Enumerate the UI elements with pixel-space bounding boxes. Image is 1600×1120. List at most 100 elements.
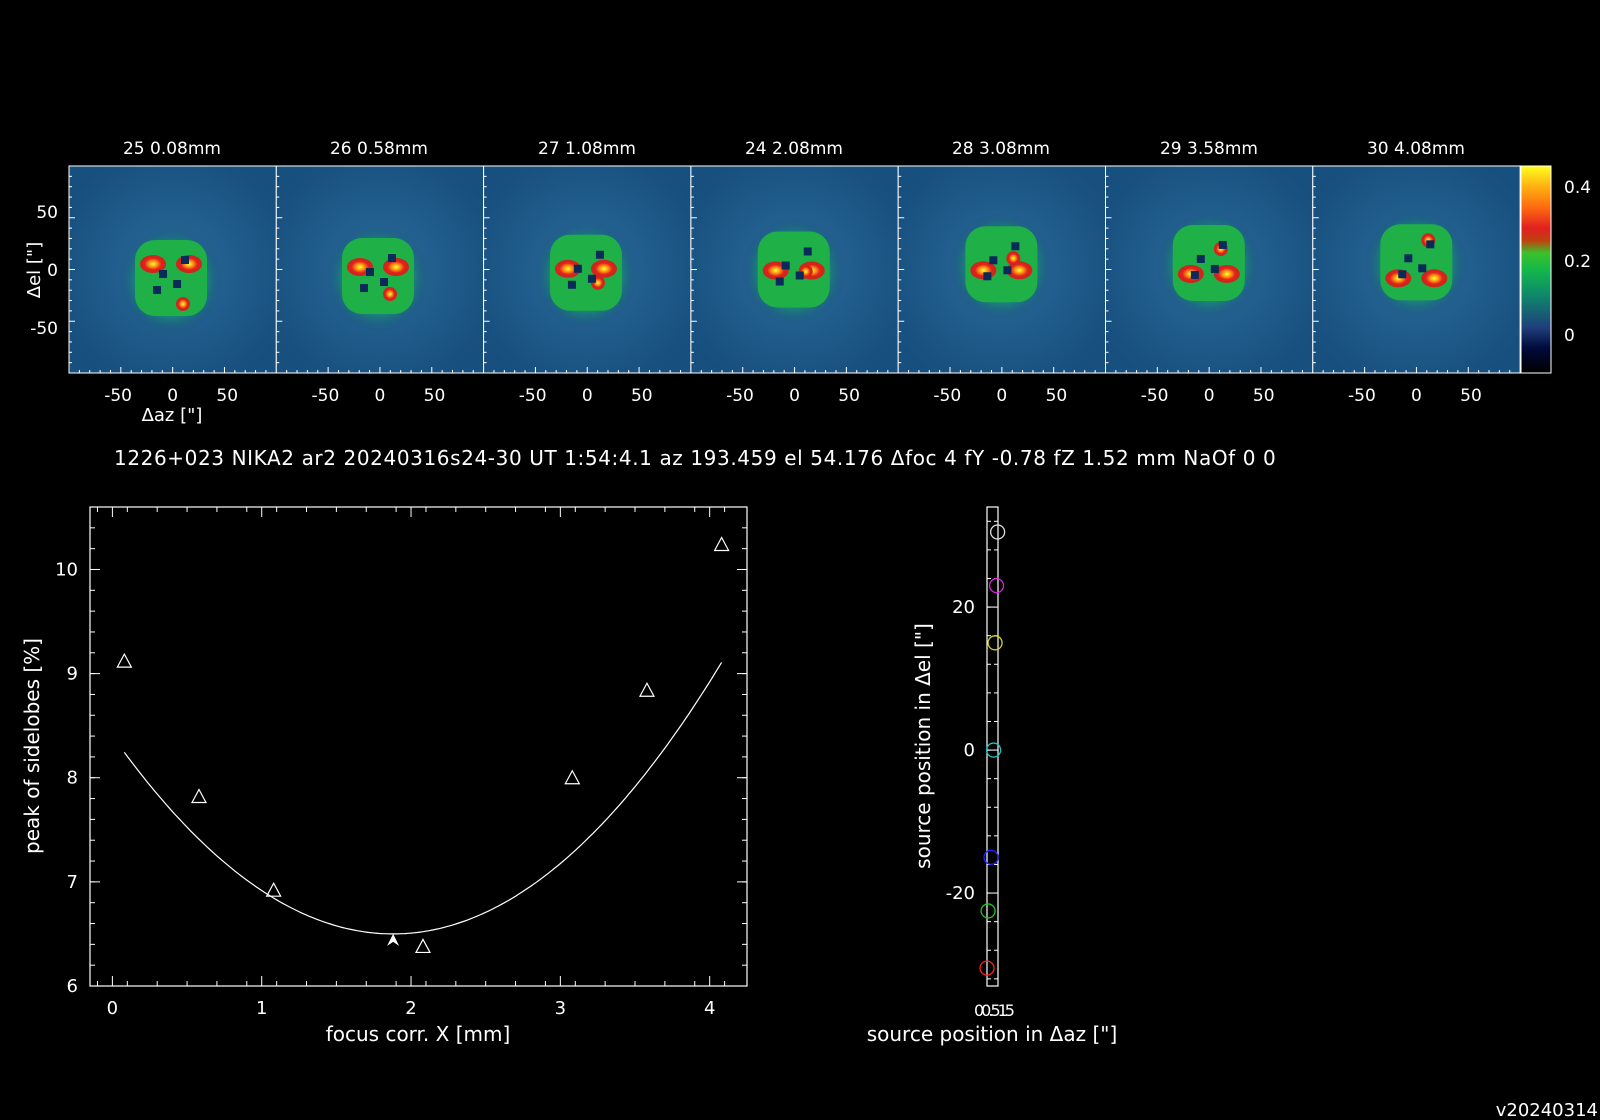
beam-null <box>803 247 812 256</box>
y-tick-label: 7 <box>67 872 78 893</box>
data-point-triangle <box>265 881 282 897</box>
panel-title: 26 0.58mm <box>330 139 428 159</box>
panel-x-tick: -50 <box>1141 386 1169 406</box>
panel-title: 25 0.08mm <box>123 139 221 159</box>
colorbar: 0.4 0.2 0 <box>1520 165 1591 374</box>
info-line: 1226+023 NIKA2 ar2 20240316s24-30 UT 1:5… <box>114 446 1276 470</box>
beam-null <box>1210 264 1219 273</box>
panel-x-tick: 0 <box>1204 386 1215 406</box>
beam-hotspot <box>1006 261 1033 280</box>
beam-hotspot <box>382 258 409 277</box>
beam-null <box>379 278 388 287</box>
panel-x-tick: -50 <box>933 386 961 406</box>
version-label: v20240314 <box>1496 1100 1598 1120</box>
panel-x-tick: -50 <box>1348 386 1376 406</box>
panel-y-tick: -50 <box>30 319 58 339</box>
beam-null <box>173 280 182 289</box>
source-position-point <box>989 524 1006 540</box>
beam-null <box>795 271 804 280</box>
beam-null <box>1196 254 1205 263</box>
x-axis-label: source position in Δaz ["] <box>867 1022 1118 1046</box>
colorbar-tick: 0.2 <box>1564 252 1591 272</box>
panel-title: 30 4.08mm <box>1367 139 1465 159</box>
beam-map-panel <box>483 165 692 374</box>
panel-title: 24 2.08mm <box>745 139 843 159</box>
beam-hotspot <box>140 255 167 274</box>
beam-map-panels <box>68 165 1521 374</box>
panel-title: 28 3.08mm <box>952 139 1050 159</box>
beam-null <box>1190 270 1199 279</box>
panel-x-tick: 50 <box>216 386 238 406</box>
panel-x-tick: 0 <box>1411 386 1422 406</box>
beam-hotspot <box>1213 264 1240 283</box>
y-tick-label: 10 <box>55 559 78 580</box>
panel-x-tick: 0 <box>375 386 386 406</box>
beam-null <box>573 264 582 273</box>
left-plot-points <box>116 536 730 954</box>
beam-null <box>781 261 790 270</box>
beam-null <box>365 268 374 277</box>
colorbar-gradient <box>1520 165 1552 374</box>
panel-x-tick: 50 <box>1046 386 1068 406</box>
panel-x-label: Δaz ["] <box>142 405 203 426</box>
data-point-triangle <box>713 536 730 552</box>
beam-map-panel <box>68 165 277 374</box>
beam-null <box>359 284 368 293</box>
source-position-point <box>979 960 995 976</box>
beam-core <box>135 240 208 317</box>
beam-null <box>1426 240 1435 249</box>
beam-null <box>159 270 168 279</box>
panel-x-tick: 0 <box>167 386 178 406</box>
x-axis-label: focus corr. X [mm] <box>326 1022 511 1046</box>
data-point-triangle <box>564 769 581 785</box>
y-tick-label: 8 <box>67 768 78 789</box>
beam-map-panel <box>1105 165 1314 374</box>
beam-null <box>983 272 992 281</box>
y-tick-label: 6 <box>67 976 78 997</box>
beam-null <box>153 286 162 295</box>
panel-x-tick: 0 <box>996 386 1007 406</box>
beam-map-panel <box>897 165 1107 374</box>
panel-x-tick: 0 <box>789 386 800 406</box>
beam-null <box>181 256 190 265</box>
beam-null <box>1011 242 1020 251</box>
beam-null <box>595 250 604 259</box>
beam-hotspot <box>554 259 581 278</box>
data-point-triangle <box>414 938 431 954</box>
panel-x-tick: 50 <box>424 386 446 406</box>
panel-y-label: Δel ["] <box>24 242 45 298</box>
y-tick-label: 0 <box>964 740 975 761</box>
colorbar-tick: 0.4 <box>1564 178 1591 198</box>
source-position-point <box>987 635 1003 651</box>
y-tick-label: -20 <box>946 883 975 904</box>
beam-core <box>1172 224 1245 301</box>
panel-titles: 25 0.08mm 26 0.58mm 27 1.08mm 24 2.08mm … <box>123 139 1465 159</box>
x-tick-label: 2 <box>405 998 416 1019</box>
data-point-triangle <box>190 788 208 804</box>
beam-null <box>587 274 596 283</box>
beam-null <box>387 254 396 263</box>
beam-hotspot <box>176 297 191 312</box>
sidelobe-vs-focus-plot: 0 1 2 3 4 6 7 8 9 10 focus corr. X [mm] peak of s… <box>20 506 748 1046</box>
panel-title: 29 3.58mm <box>1160 139 1258 159</box>
source-position-point <box>983 849 999 865</box>
beam-null <box>1418 264 1427 273</box>
panel-x-tick: 50 <box>838 386 860 406</box>
panel-x-ticks: -50 0 50 -50 0 50 -50 0 50 -50 0 50 -50 0 50 -50 0 50 -50 0… <box>104 386 1482 406</box>
data-point-triangle <box>116 652 133 668</box>
panel-x-tick: 50 <box>1253 386 1275 406</box>
right-plot-ticks: -20 0 20 00.515 <box>946 520 1017 1020</box>
beam-core <box>1380 224 1453 301</box>
panel-x-tick: -50 <box>519 386 547 406</box>
x-tick-labels: 00.515 <box>974 1001 1014 1020</box>
source-position-point <box>988 577 1005 594</box>
beam-null <box>1003 266 1012 275</box>
panel-x-tick: -50 <box>104 386 132 406</box>
beam-null <box>567 280 576 289</box>
y-tick-label: 9 <box>67 664 78 685</box>
x-tick-label: 4 <box>704 998 715 1019</box>
panel-x-tick: -50 <box>726 386 754 406</box>
panel-title: 27 1.08mm <box>538 139 636 159</box>
